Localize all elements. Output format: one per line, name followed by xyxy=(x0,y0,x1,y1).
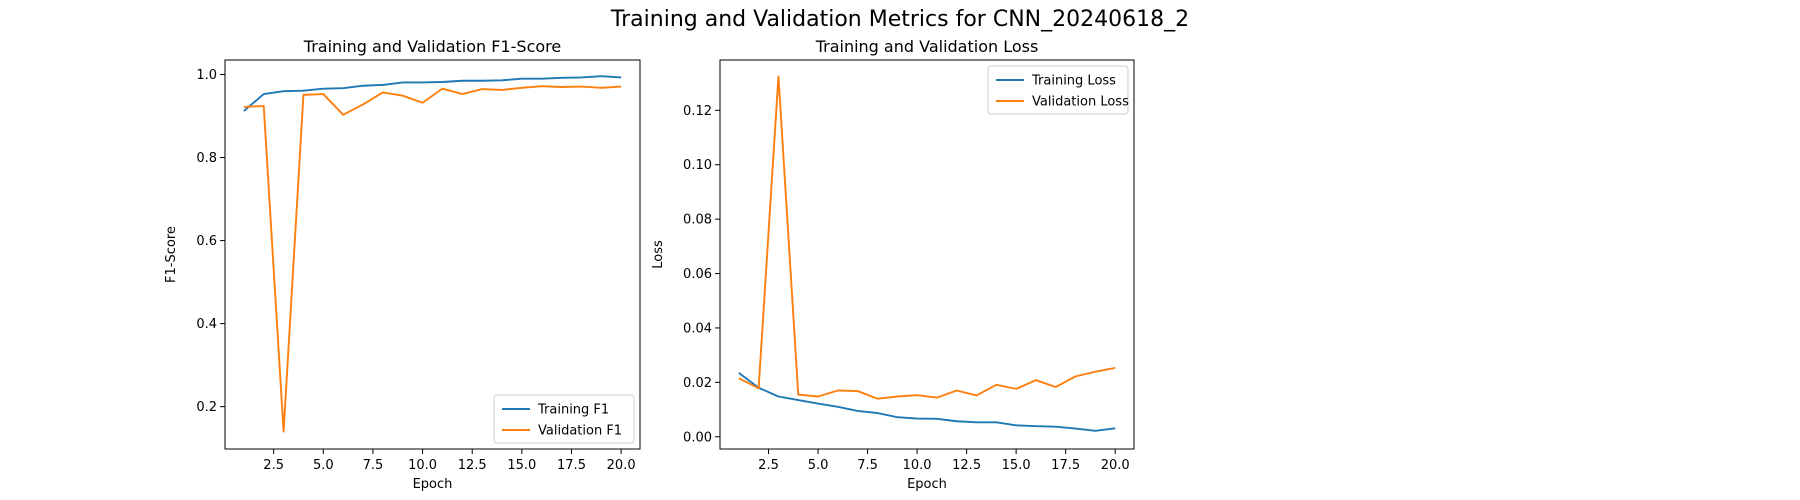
series-line-validation xyxy=(243,85,622,433)
legend-label: Training Loss xyxy=(1031,74,1116,89)
legend: Training F1 Validation F1 xyxy=(493,394,635,444)
x-tick-label: 20.0 xyxy=(607,458,636,473)
y-tick-label: 0.6 xyxy=(196,234,217,249)
x-tick-label: 17.5 xyxy=(557,458,586,473)
x-tick-label: 7.5 xyxy=(857,458,878,473)
y-axis-label: Loss xyxy=(651,240,666,269)
x-axis-label: Epoch xyxy=(413,477,453,492)
y-tick-label: 0.8 xyxy=(196,151,217,166)
x-tick-label: 7.5 xyxy=(363,458,384,473)
legend-box xyxy=(987,65,1129,115)
x-tick-label: 10.0 xyxy=(408,458,437,473)
y-tick-label: 0.08 xyxy=(683,213,712,228)
y-tick-label: 0.10 xyxy=(683,158,712,173)
subplot-loss: Training and Validation Loss 2.5 5.0 7.5 10.… xyxy=(651,37,1135,492)
y-tick-label: 0.02 xyxy=(683,376,712,391)
y-tick-label: 0.4 xyxy=(196,317,217,332)
y-tick-label: 1.0 xyxy=(196,68,217,83)
x-tick-label: 15.0 xyxy=(1002,458,1031,473)
series-line-training xyxy=(738,372,1116,432)
x-tick-label: 12.5 xyxy=(458,458,487,473)
axes-frame xyxy=(224,59,641,450)
y-axis-label: F1-Score xyxy=(164,226,179,283)
x-tick-label: 5.0 xyxy=(808,458,829,473)
legend-label: Validation F1 xyxy=(538,424,622,439)
legend: Training Loss Validation Loss xyxy=(987,65,1129,115)
legend-label: Validation Loss xyxy=(1032,95,1129,110)
series-line-training xyxy=(243,75,622,112)
subplots: Training and Validation F1-Score 2.5 5.0 7.… xyxy=(164,37,1135,492)
subplot-title: Training and Validation F1-Score xyxy=(303,37,561,56)
figure-suptitle: Training and Validation Metrics for CNN_… xyxy=(610,7,1189,32)
axes-frame xyxy=(719,59,1135,450)
y-tick-label: 0.06 xyxy=(683,267,712,282)
x-tick-label: 12.5 xyxy=(952,458,981,473)
y-tick-label: 0.2 xyxy=(196,400,217,415)
x-tick-label: 2.5 xyxy=(263,458,284,473)
series-line-validation xyxy=(738,75,1116,400)
legend-box xyxy=(493,394,635,444)
y-tick-label: 0.12 xyxy=(683,104,712,119)
x-tick-label: 5.0 xyxy=(313,458,334,473)
x-tick-label: 20.0 xyxy=(1101,458,1130,473)
x-tick-label: 17.5 xyxy=(1051,458,1080,473)
subplot-f1: Training and Validation F1-Score 2.5 5.0 7.… xyxy=(164,37,641,492)
legend-label: Training F1 xyxy=(537,403,609,418)
x-tick-label: 2.5 xyxy=(758,458,779,473)
x-tick-label: 10.0 xyxy=(903,458,932,473)
x-axis-label: Epoch xyxy=(907,477,947,492)
y-tick-label: 0.04 xyxy=(683,321,712,336)
x-tick-label: 15.0 xyxy=(507,458,536,473)
subplot-title: Training and Validation Loss xyxy=(815,37,1039,56)
y-tick-label: 0.00 xyxy=(683,430,712,445)
